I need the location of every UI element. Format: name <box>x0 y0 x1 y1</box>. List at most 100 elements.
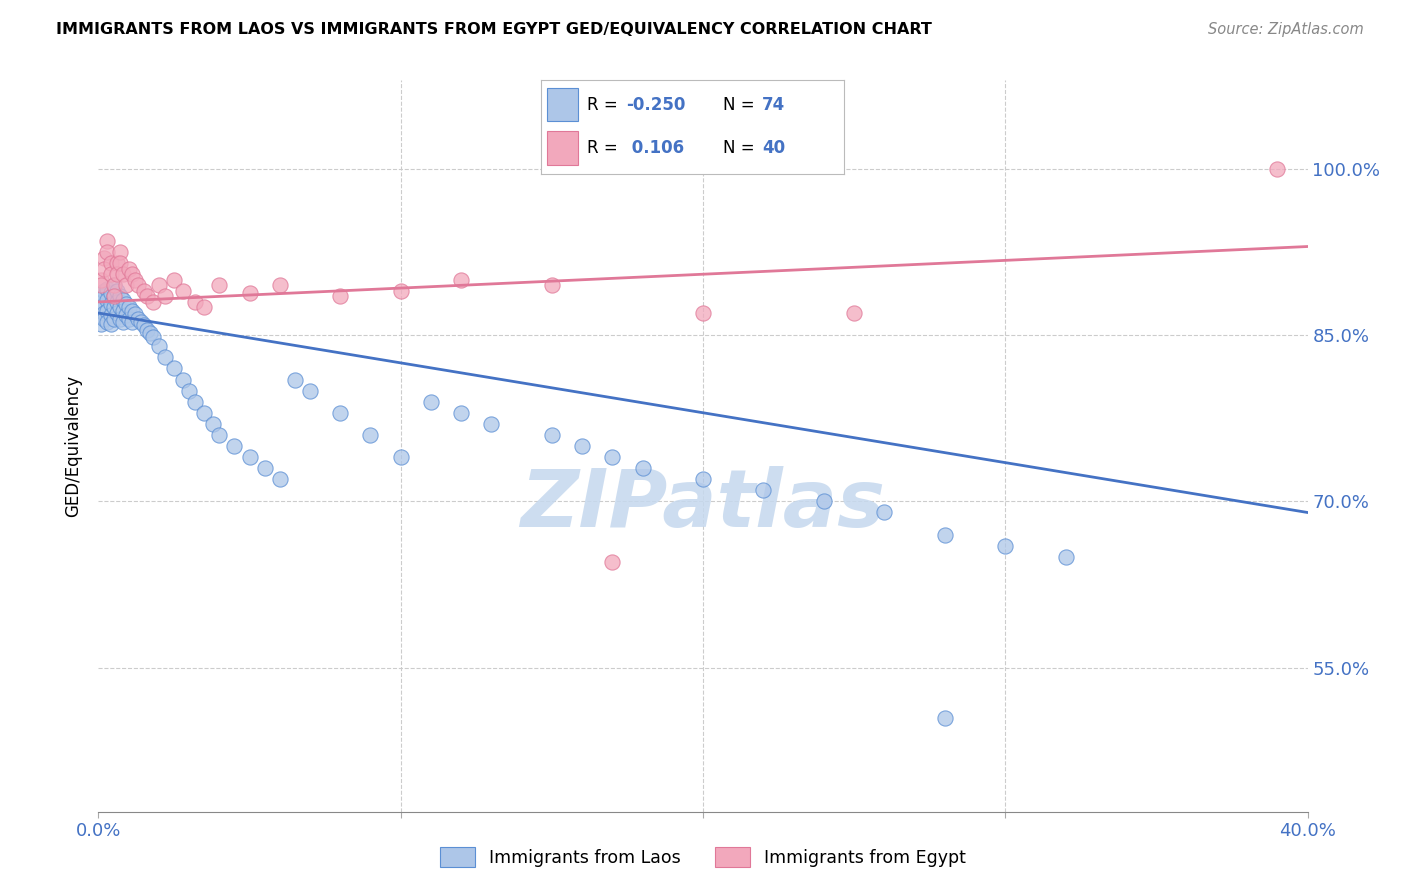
Y-axis label: GED/Equivalency: GED/Equivalency <box>65 375 83 517</box>
Point <box>844 306 866 320</box>
Point <box>692 306 714 320</box>
Bar <box>547 131 578 164</box>
Point <box>571 439 593 453</box>
Text: N =: N = <box>723 139 759 157</box>
Point <box>108 256 131 270</box>
Point <box>100 297 122 311</box>
Point <box>105 256 128 270</box>
Point <box>93 306 115 320</box>
Point <box>208 278 231 293</box>
Point <box>163 361 186 376</box>
Point <box>481 417 503 431</box>
Point <box>93 289 115 303</box>
Point <box>118 311 141 326</box>
Point <box>692 472 714 486</box>
Point <box>148 278 170 293</box>
Point <box>96 234 118 248</box>
Text: 74: 74 <box>762 95 785 113</box>
Point <box>129 315 152 329</box>
Point <box>239 450 262 464</box>
Text: 40: 40 <box>762 139 785 157</box>
Point <box>179 384 201 398</box>
Point <box>153 351 176 365</box>
Point <box>105 306 128 320</box>
Point <box>873 506 896 520</box>
Point <box>631 461 654 475</box>
Point <box>111 315 134 329</box>
Point <box>108 289 131 303</box>
Point <box>299 384 322 398</box>
Point <box>90 273 112 287</box>
Point <box>103 278 125 293</box>
Point <box>184 394 207 409</box>
Point <box>540 278 562 293</box>
Point <box>420 394 443 409</box>
Point <box>105 284 128 298</box>
Point <box>135 323 157 337</box>
Point <box>118 261 141 276</box>
Point <box>139 326 162 340</box>
Point <box>360 428 382 442</box>
Point <box>329 289 352 303</box>
Point <box>602 450 624 464</box>
Point <box>111 293 134 307</box>
Point <box>103 278 125 293</box>
Point <box>602 555 624 569</box>
Point <box>184 294 207 309</box>
Point <box>105 267 128 281</box>
Point <box>202 417 225 431</box>
Point <box>114 308 136 322</box>
Point <box>124 307 146 321</box>
Point <box>1054 549 1077 564</box>
Bar <box>547 87 578 121</box>
Point <box>96 293 118 307</box>
Point <box>100 308 122 322</box>
Point <box>284 372 307 386</box>
Point <box>103 289 125 303</box>
Point <box>90 278 112 293</box>
Point <box>269 472 291 486</box>
Point <box>208 428 231 442</box>
Point <box>103 311 125 326</box>
Point <box>114 297 136 311</box>
Point <box>193 301 215 315</box>
Point <box>934 527 956 541</box>
Point <box>100 286 122 301</box>
Point <box>96 245 118 260</box>
Point <box>100 267 122 281</box>
Text: Source: ZipAtlas.com: Source: ZipAtlas.com <box>1208 22 1364 37</box>
Point <box>108 245 131 260</box>
Point <box>96 315 118 329</box>
Point <box>193 406 215 420</box>
Point <box>93 311 115 326</box>
Point <box>163 273 186 287</box>
Text: IMMIGRANTS FROM LAOS VS IMMIGRANTS FROM EGYPT GED/EQUIVALENCY CORRELATION CHART: IMMIGRANTS FROM LAOS VS IMMIGRANTS FROM … <box>56 22 932 37</box>
Point <box>127 311 149 326</box>
Text: R =: R = <box>586 139 623 157</box>
Point <box>103 301 125 315</box>
Point <box>142 330 165 344</box>
Point <box>108 311 131 326</box>
Point <box>172 372 194 386</box>
Text: -0.250: -0.250 <box>626 95 685 113</box>
Point <box>224 439 246 453</box>
Point <box>105 294 128 309</box>
Point <box>540 428 562 442</box>
Point <box>172 284 194 298</box>
Text: 0.106: 0.106 <box>626 139 685 157</box>
Point <box>132 284 155 298</box>
Point <box>153 289 176 303</box>
Point <box>100 317 122 331</box>
Point <box>90 317 112 331</box>
Point <box>93 284 115 298</box>
Point <box>127 278 149 293</box>
Point <box>93 261 115 276</box>
Point <box>450 273 472 287</box>
Point <box>994 539 1017 553</box>
Point <box>96 282 118 296</box>
Point <box>450 406 472 420</box>
Point <box>90 294 112 309</box>
Point <box>253 461 276 475</box>
Point <box>100 256 122 270</box>
Point <box>121 315 143 329</box>
